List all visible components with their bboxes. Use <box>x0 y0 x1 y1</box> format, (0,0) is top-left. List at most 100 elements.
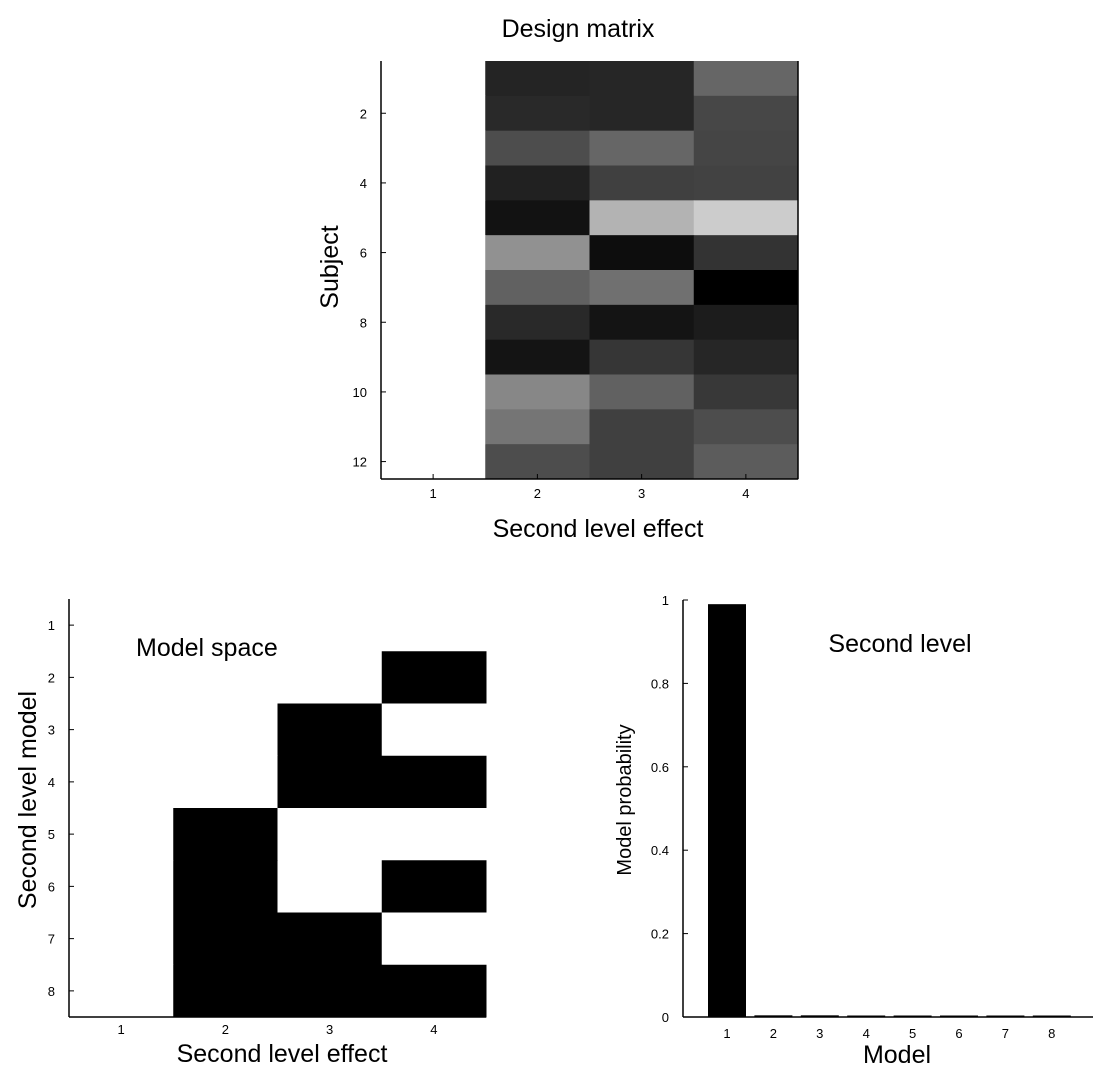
design-matrix-cells <box>381 61 799 480</box>
model-space-cell <box>277 599 383 652</box>
second-level-x-label: Model <box>863 1041 931 1068</box>
model-space-x-tick-label: 3 <box>326 1022 333 1037</box>
design-matrix-cell <box>485 270 590 306</box>
model-space-y-tick-label: 2 <box>48 670 55 685</box>
design-matrix-cell <box>381 235 486 271</box>
model-space-cell <box>277 651 383 704</box>
second-level-x-tick-label: 5 <box>909 1026 916 1041</box>
model-space-cell <box>69 808 174 861</box>
design-matrix-cell <box>485 95 590 132</box>
model-space-cell <box>381 964 487 1018</box>
design-matrix-cell <box>693 95 799 132</box>
model-space-cell <box>277 860 383 913</box>
model-space-cell <box>381 599 487 652</box>
design-matrix-cell <box>485 444 590 480</box>
second-level-axes <box>682 600 1093 1018</box>
design-matrix-cell <box>589 235 695 271</box>
bar-model-2 <box>754 1015 793 1017</box>
second-level-y-label: Model probability <box>614 724 636 875</box>
model-space-cell <box>173 860 278 913</box>
model-space-cell <box>277 964 383 1018</box>
design-matrix-cell <box>693 270 799 306</box>
design-matrix-cell <box>485 374 590 410</box>
model-space-y-ticks: 1 2 3 4 5 6 7 8 <box>48 618 74 999</box>
model-space-title: Model space <box>136 634 278 662</box>
second-level-y-tick-label: 0.6 <box>651 760 669 775</box>
model-space-y-tick-label: 4 <box>48 775 55 790</box>
design-matrix-cell <box>693 165 799 201</box>
model-space-cell <box>69 651 174 704</box>
second-level-title: Second level <box>828 630 971 658</box>
second-level-x-tick-label: 3 <box>816 1026 823 1041</box>
design-matrix-cell <box>485 304 590 341</box>
model-space-cell <box>69 964 174 1018</box>
design-matrix-title: Design matrix <box>502 15 655 43</box>
model-space-cell <box>381 912 487 966</box>
design-matrix-cell <box>589 61 695 97</box>
design-matrix-cell <box>381 95 486 132</box>
design-matrix-cell <box>381 304 486 341</box>
bar-model-3 <box>800 1015 839 1017</box>
design-matrix-cell <box>381 130 486 166</box>
design-matrix-cell <box>693 374 799 410</box>
design-matrix-cell <box>381 409 486 445</box>
design-matrix-y-tick-label: 12 <box>353 455 367 470</box>
design-matrix-cell <box>381 444 486 480</box>
model-space-y-label: Second level model <box>14 691 42 909</box>
design-matrix-cell <box>381 200 486 236</box>
model-space-cell <box>173 703 278 757</box>
design-matrix-cell <box>589 374 695 410</box>
model-space-cell <box>69 912 174 966</box>
model-space-y-tick-label: 6 <box>48 879 55 894</box>
design-matrix-cell <box>589 95 695 132</box>
model-space-x-ticks: 1 2 3 4 <box>118 1022 438 1037</box>
model-space-cell <box>173 755 278 809</box>
design-matrix-cell <box>693 304 799 341</box>
second-level-y-tick-label: 0 <box>662 1010 669 1025</box>
second-level-x-ticks: 1 2 3 4 5 6 7 8 <box>723 1026 1055 1041</box>
design-matrix-cell <box>693 200 799 236</box>
model-space-y-tick-label: 8 <box>48 984 55 999</box>
model-space-cell <box>173 808 278 861</box>
design-matrix-cell <box>693 61 799 97</box>
model-space-axes <box>68 599 486 1018</box>
model-space-x-label: Second level effect <box>177 1040 388 1068</box>
model-space-cell <box>381 860 487 913</box>
model-space-cell <box>381 808 487 861</box>
model-space-cell <box>381 755 487 809</box>
design-matrix-x-tick-label: 1 <box>430 486 437 501</box>
design-matrix-cell <box>589 409 695 445</box>
design-matrix-cell <box>381 374 486 410</box>
second-level-x-tick-label: 8 <box>1048 1026 1055 1041</box>
design-matrix-y-ticks: 2 4 6 8 10 12 <box>353 106 386 470</box>
design-matrix-cell <box>589 444 695 480</box>
design-matrix-cell <box>693 235 799 271</box>
second-level-x-tick-label: 6 <box>955 1026 962 1041</box>
second-level-y-ticks: 0 0.2 0.4 0.6 0.8 1 <box>651 593 688 1025</box>
model-space-cell <box>277 703 383 757</box>
model-space-x-tick-label: 4 <box>430 1022 437 1037</box>
design-matrix-cell <box>589 270 695 306</box>
design-matrix-cell <box>693 409 799 445</box>
second-level-x-tick-label: 7 <box>1002 1026 1009 1041</box>
design-matrix-cell <box>381 165 486 201</box>
model-space-cell <box>69 703 174 757</box>
model-space-cell <box>69 755 174 809</box>
second-level-bars <box>708 604 1071 1017</box>
second-level-panel: 1 2 3 4 5 6 7 8 0 0.2 0.4 0.6 0.8 1 Second level Mod… <box>614 593 1093 1068</box>
design-matrix-y-tick-label: 2 <box>360 106 367 121</box>
model-space-cell <box>173 651 278 704</box>
second-level-y-tick-label: 1 <box>662 593 669 608</box>
design-matrix-cell <box>381 270 486 306</box>
design-matrix-x-tick-label: 4 <box>742 486 749 501</box>
model-space-cell <box>277 912 383 966</box>
model-space-y-tick-label: 7 <box>48 932 55 947</box>
model-space-cell <box>69 860 174 913</box>
design-matrix-cell <box>693 339 799 375</box>
design-matrix-cell <box>485 409 590 445</box>
design-matrix-y-tick-label: 10 <box>353 385 367 400</box>
design-matrix-x-ticks: 1 2 3 4 <box>430 474 749 501</box>
design-matrix-x-tick-label: 2 <box>534 486 541 501</box>
design-matrix-cell <box>589 200 695 236</box>
model-space-cell <box>173 964 278 1018</box>
